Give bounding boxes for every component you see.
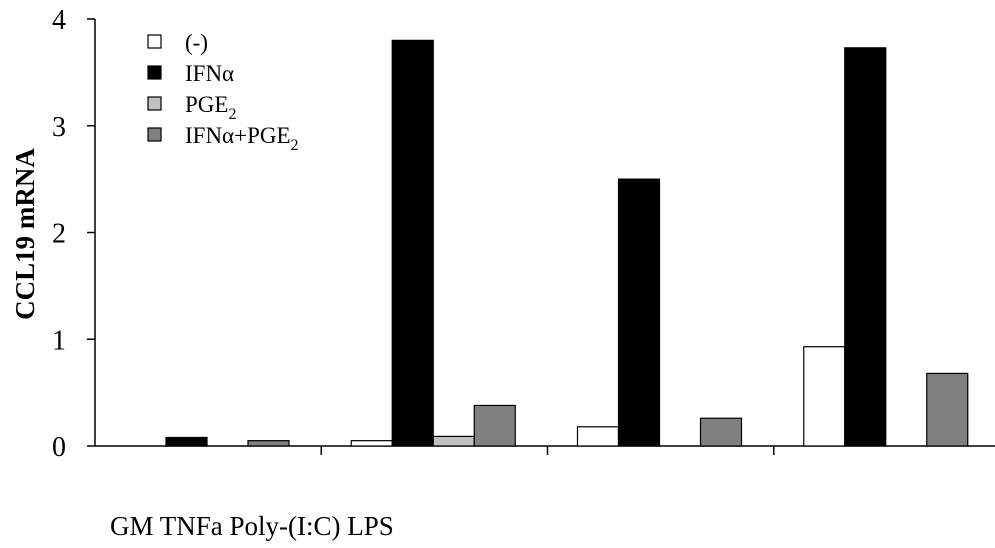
bar-neg: [576, 426, 620, 447]
y-tick-label: 4: [52, 5, 66, 36]
legend-swatch-neg: [147, 34, 162, 49]
legend-label-neg: (-): [185, 30, 208, 55]
bar-neg: [350, 440, 393, 447]
bar-ifnpge: [247, 440, 290, 447]
x-category-labels: GM TNFa Poly-(I:C) LPS: [110, 511, 394, 542]
legend-swatch-ifn: [147, 65, 162, 80]
legend-label-ifn: IFNα: [185, 61, 234, 86]
bar-ifnpge: [473, 404, 516, 447]
y-axis-label: CCL19 mRNA: [10, 148, 40, 320]
bar-pge: [432, 435, 475, 447]
bar-neg: [803, 346, 846, 447]
bar-ifn: [844, 47, 887, 447]
y-tick-label: 2: [52, 219, 66, 250]
x-tick-label: Poly-(I:C): [229, 511, 341, 541]
x-tick-label: GM: [110, 511, 154, 541]
bar-ifnpge: [699, 417, 743, 447]
bars: [165, 39, 969, 447]
legend-label-pge: PGE2: [185, 92, 236, 123]
y-tick-label: 1: [52, 325, 66, 356]
y-ticks: 0 1 2 3 4: [52, 5, 95, 463]
y-tick-label: 0: [52, 432, 66, 463]
legend-label-ifnpge: IFNα+PGE2: [185, 123, 299, 154]
bar-ifn: [165, 436, 208, 447]
y-tick-label: 3: [52, 112, 66, 143]
x-tick-label: LPS: [347, 511, 394, 541]
bar-ifn: [391, 39, 434, 447]
bar-ifnpge: [926, 372, 969, 447]
x-tick-label: TNFa: [159, 511, 223, 541]
bar-ifn: [617, 178, 661, 447]
legend-swatch-ifnpge: [147, 127, 162, 142]
legend-swatch-pge: [147, 96, 162, 111]
